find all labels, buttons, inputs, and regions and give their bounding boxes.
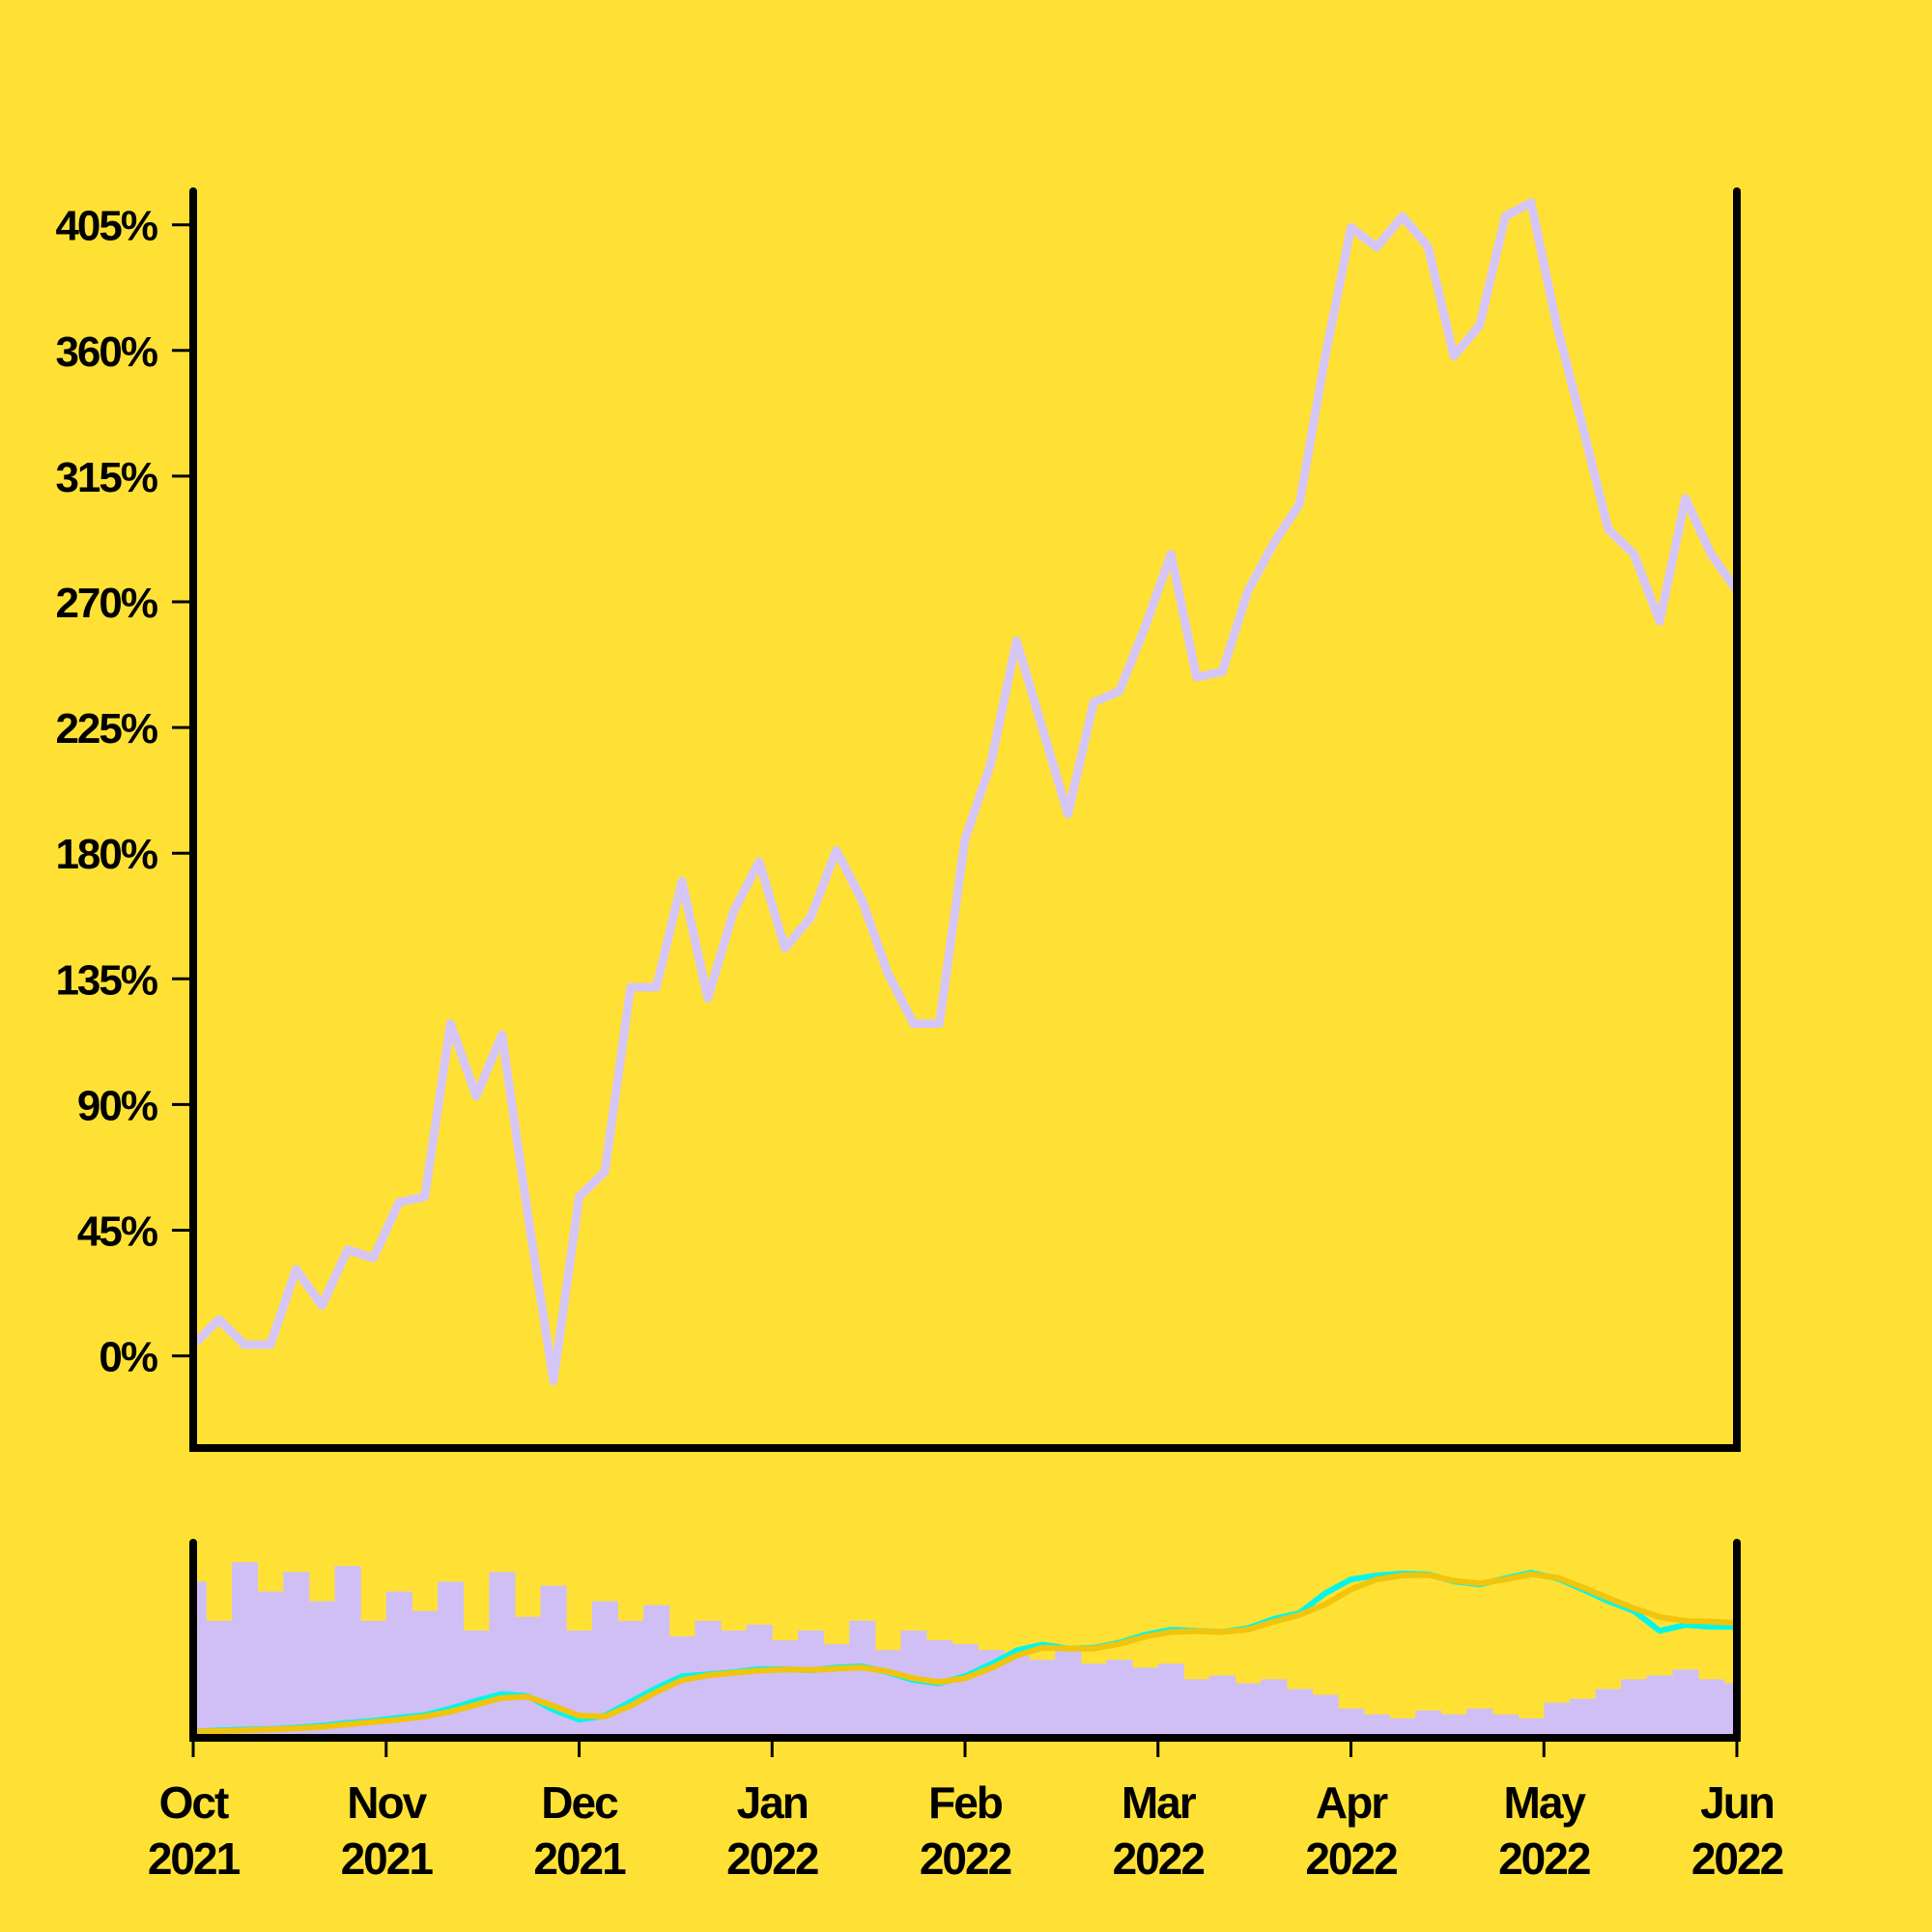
y-tick-label: 135% [55, 956, 156, 1004]
volume-bar [463, 1630, 490, 1738]
volume-bar [334, 1566, 361, 1738]
volume-bar [283, 1572, 310, 1738]
volume-bar [1363, 1714, 1390, 1738]
volume-bar [849, 1620, 876, 1738]
moving-average-line [193, 1571, 1737, 1735]
axes: Oct2021Nov2021Dec2021Jan2022Feb2022Mar20… [55, 187, 1785, 1884]
x-tick-year: 2022 [726, 1833, 818, 1884]
volume-bar [1029, 1660, 1056, 1738]
y-tick-label: 90% [77, 1082, 157, 1129]
y-tick-label: 360% [55, 328, 156, 376]
x-tick-year: 2022 [1113, 1833, 1205, 1884]
x-tick-year: 2021 [533, 1833, 626, 1884]
volume-bar [206, 1620, 233, 1738]
volume-bar [797, 1630, 825, 1738]
y-tick-label: 315% [55, 454, 156, 501]
x-tick-year: 2022 [920, 1833, 1011, 1884]
volume-bar [1466, 1708, 1493, 1738]
volume-bar [308, 1601, 335, 1738]
volume-bar [1132, 1667, 1159, 1738]
x-tick-month: Apr [1316, 1777, 1388, 1828]
volume-bar [1646, 1675, 1673, 1738]
main-plot [193, 198, 1737, 1386]
volume-bar [1672, 1669, 1699, 1738]
volume-bar [926, 1640, 953, 1738]
volume-bar [1698, 1679, 1725, 1738]
x-tick-year: 2022 [1498, 1833, 1590, 1884]
volume-bar [746, 1624, 773, 1738]
volume-bar [952, 1644, 979, 1738]
x-tick-year: 2022 [1305, 1833, 1397, 1884]
volume-bar [1235, 1683, 1262, 1738]
y-tick-label: 270% [55, 580, 156, 627]
volume-bar [874, 1650, 901, 1738]
volume-bar [231, 1562, 259, 1738]
y-tick-label: 45% [77, 1208, 157, 1255]
volume-bar [1080, 1663, 1107, 1738]
volume-bar [257, 1591, 284, 1738]
x-tick-month: Mar [1122, 1777, 1197, 1828]
volume-bar [1389, 1718, 1416, 1738]
x-tick-year: 2021 [341, 1833, 434, 1884]
volume-bar [823, 1644, 850, 1738]
volume-bar [1440, 1714, 1467, 1738]
volume-bar [1157, 1663, 1184, 1738]
volume-bar [1106, 1660, 1133, 1738]
volume-bar [1569, 1698, 1597, 1738]
volume-bar [1338, 1708, 1365, 1738]
volume-bar [1055, 1650, 1082, 1738]
volume-bar [1286, 1689, 1314, 1738]
volume-bar [643, 1605, 670, 1738]
volume-bar [1544, 1702, 1571, 1738]
volume-bar [1492, 1714, 1520, 1738]
volume-bar [1312, 1694, 1339, 1738]
volume-bar [1261, 1679, 1288, 1738]
x-tick-month: Jun [1700, 1777, 1774, 1828]
y-tick-label: 405% [55, 203, 156, 250]
volume-plot [193, 1562, 1737, 1738]
main-axis-frame [189, 187, 1741, 1452]
volume-bar [385, 1591, 412, 1738]
x-tick-month: May [1504, 1777, 1587, 1828]
x-tick-year: 2022 [1691, 1833, 1783, 1884]
price-line [193, 198, 1737, 1386]
volume-bar [772, 1640, 799, 1738]
volume-bar [1183, 1679, 1210, 1738]
y-tick-label: 180% [55, 831, 156, 878]
volume-bar [1003, 1656, 1031, 1738]
volume-bar [1209, 1675, 1236, 1738]
volume-bar [720, 1630, 748, 1738]
volume-bar [1595, 1689, 1622, 1738]
x-tick-month: Feb [928, 1777, 1003, 1828]
x-tick-month: Oct [159, 1777, 229, 1828]
x-tick-month: Nov [347, 1777, 427, 1828]
volume-bar [1415, 1710, 1442, 1738]
volume-bar [1621, 1679, 1648, 1738]
volume-bar [1518, 1718, 1545, 1738]
volume-bar [489, 1572, 516, 1738]
y-tick-label: 225% [55, 705, 156, 753]
x-tick-month: Jan [737, 1777, 808, 1828]
y-tick-label: 0% [99, 1334, 156, 1381]
x-tick-year: 2021 [148, 1833, 241, 1884]
volume-bar [617, 1620, 644, 1738]
x-tick-month: Dec [541, 1777, 618, 1828]
volume-bar [514, 1616, 542, 1738]
